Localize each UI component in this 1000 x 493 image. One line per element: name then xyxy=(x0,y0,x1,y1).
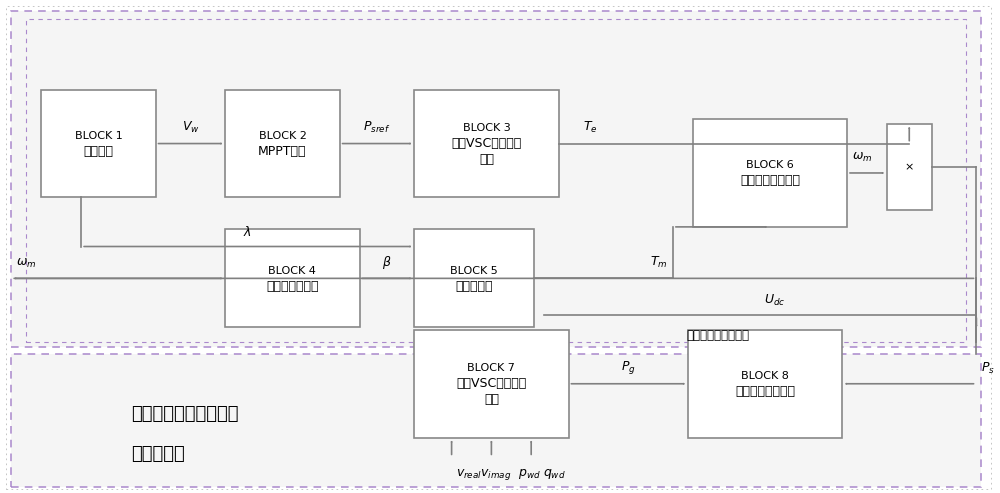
Text: $U_{dc}$: $U_{dc}$ xyxy=(764,293,786,308)
Text: $\beta$: $\beta$ xyxy=(382,254,392,271)
Bar xyxy=(887,124,932,210)
Text: BLOCK 3: BLOCK 3 xyxy=(463,123,510,133)
Text: ×: × xyxy=(905,162,914,172)
Text: 主仿真程序: 主仿真程序 xyxy=(131,445,184,462)
Text: BLOCK 1: BLOCK 1 xyxy=(75,131,122,141)
Bar xyxy=(414,229,534,327)
Text: BLOCK 6: BLOCK 6 xyxy=(746,160,794,170)
Text: MPPT模块: MPPT模块 xyxy=(258,145,307,158)
Text: BLOCK 8: BLOCK 8 xyxy=(741,371,789,381)
Text: $\lambda$: $\lambda$ xyxy=(243,225,252,239)
Text: $\omega_m$: $\omega_m$ xyxy=(16,256,37,270)
Text: 直驱型风力发电机模型: 直驱型风力发电机模型 xyxy=(131,405,238,423)
Text: 模块: 模块 xyxy=(479,153,494,166)
Text: 风速模块: 风速模块 xyxy=(83,145,113,158)
Text: $V_w$: $V_w$ xyxy=(182,120,199,135)
Bar xyxy=(11,11,981,347)
Text: 风功率模块: 风功率模块 xyxy=(455,280,493,293)
Text: $T_m$: $T_m$ xyxy=(650,254,668,270)
Bar xyxy=(225,90,340,198)
Text: $P_{sref}$: $P_{sref}$ xyxy=(363,120,391,135)
Text: 风机转子动态模块: 风机转子动态模块 xyxy=(740,175,800,187)
Bar xyxy=(225,229,360,327)
Bar xyxy=(41,90,156,198)
Text: BLOCK 4: BLOCK 4 xyxy=(268,266,316,276)
Bar xyxy=(414,90,559,198)
Text: $P_g$: $P_g$ xyxy=(621,359,636,377)
Text: 网侧VSC及其控制: 网侧VSC及其控制 xyxy=(456,377,527,390)
Bar xyxy=(693,119,847,227)
Text: 与主程序的参数接口: 与主程序的参数接口 xyxy=(686,329,749,342)
Text: 直流环节动态模块: 直流环节动态模块 xyxy=(735,385,795,398)
Bar xyxy=(414,330,569,438)
Text: $P_s$: $P_s$ xyxy=(981,361,995,377)
Text: BLOCK 7: BLOCK 7 xyxy=(467,363,515,373)
Bar xyxy=(26,19,966,342)
Bar xyxy=(11,354,981,487)
Text: $v_{real}v_{imag}$  $p_{wd}$ $q_{wd}$: $v_{real}v_{imag}$ $p_{wd}$ $q_{wd}$ xyxy=(456,467,566,482)
Text: 桨距角控制模块: 桨距角控制模块 xyxy=(266,280,319,293)
Text: $T_e$: $T_e$ xyxy=(583,120,598,135)
Text: $\omega_m$: $\omega_m$ xyxy=(852,151,872,164)
Bar xyxy=(688,330,842,438)
Text: BLOCK 2: BLOCK 2 xyxy=(259,131,306,141)
Text: 模块: 模块 xyxy=(484,393,499,406)
Text: 机侧VSC及其控制: 机侧VSC及其控制 xyxy=(451,137,522,150)
Text: BLOCK 5: BLOCK 5 xyxy=(450,266,498,276)
